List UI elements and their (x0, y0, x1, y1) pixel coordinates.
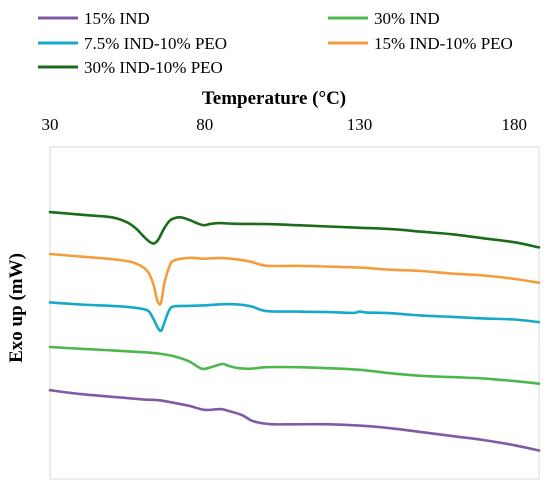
legend-label: 15% IND-10% PEO (374, 34, 513, 53)
legend-label: 30% IND (374, 9, 440, 28)
legend-label: 30% IND-10% PEO (84, 58, 223, 77)
x-axis-title: Temperature (°C) (202, 88, 346, 109)
legend-label: 7.5% IND-10% PEO (84, 34, 227, 53)
series-line (48, 301, 541, 333)
legend-item: 30% IND-10% PEO (38, 58, 223, 77)
x-tick-label: 80 (196, 115, 213, 134)
series-line (48, 345, 541, 385)
legend-item: 15% IND (38, 9, 150, 28)
series-line (48, 210, 541, 249)
x-tick-label: 130 (347, 115, 373, 134)
y-axis-title: Exo up (mW) (6, 253, 27, 363)
legend-item: 15% IND-10% PEO (328, 34, 513, 53)
legend-item: 7.5% IND-10% PEO (38, 34, 227, 53)
series-layer (48, 210, 541, 452)
legend-label: 15% IND (84, 9, 150, 28)
legend-item: 30% IND (328, 9, 440, 28)
chart-legend: 15% IND 30% IND 7.5% IND-10% PEO 15% IND-10… (38, 9, 513, 77)
series-line (48, 388, 541, 452)
plot-area-frame (49, 146, 540, 480)
series-line (48, 252, 541, 306)
x-tick-label: 30 (42, 115, 59, 134)
x-tick-label: 180 (501, 115, 527, 134)
x-axis-tick-labels: 30 80 130 180 (42, 115, 527, 134)
